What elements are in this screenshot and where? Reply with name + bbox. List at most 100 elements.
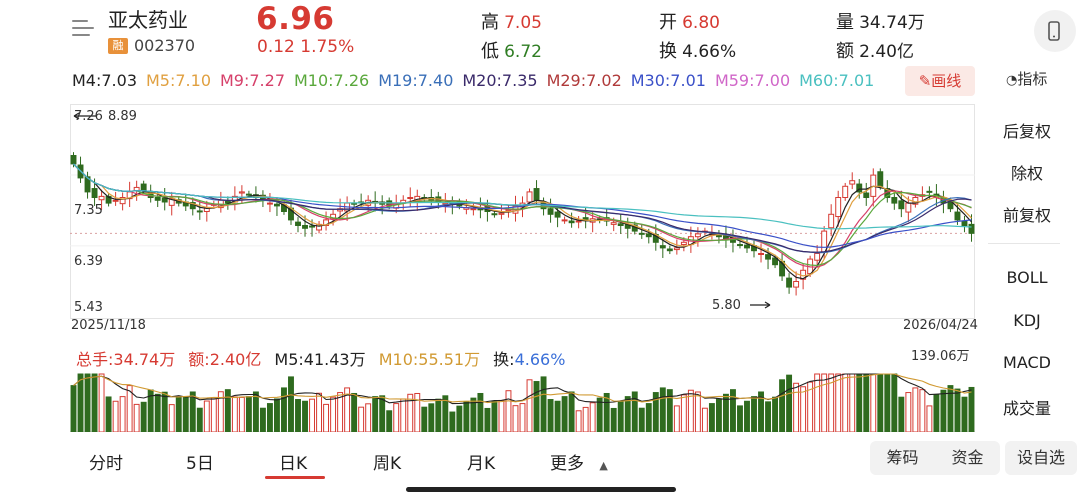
volume-bar — [961, 396, 968, 432]
volume-bar — [603, 392, 610, 432]
right-item-back-adjust[interactable]: 后复权 — [1002, 122, 1051, 141]
tab-more[interactable]: 更多 ▲ — [550, 449, 608, 474]
volume-bar — [498, 399, 505, 432]
volume-bar — [421, 406, 428, 432]
right-item-kdj[interactable]: KDJ — [1013, 311, 1041, 330]
volume-bar — [238, 396, 245, 432]
candle-body — [547, 208, 554, 215]
tab-monthly-k[interactable]: 月K — [467, 454, 496, 474]
volume-bar — [954, 388, 961, 432]
high-marker-label: 8.89 — [108, 109, 137, 124]
vol-m10: M10:55.51万 — [378, 350, 481, 369]
volume-bar — [512, 405, 519, 432]
stock-code: 002370 — [134, 36, 196, 55]
volume-bar — [442, 395, 449, 432]
candle-body — [119, 197, 126, 205]
volume-bar — [912, 387, 919, 432]
right-item-no-adjust[interactable]: 除权 — [1010, 164, 1043, 183]
volume-bar — [800, 386, 807, 432]
kline-chart[interactable] — [70, 104, 975, 319]
volume-bar — [905, 392, 912, 432]
volume-bar — [708, 403, 715, 432]
volume-bar — [84, 373, 91, 432]
volume-ma-line — [73, 373, 972, 404]
candle-body — [737, 244, 743, 247]
ma-legend-item: M20:7.35 — [462, 71, 538, 90]
volume-bar — [561, 396, 568, 432]
candle-body — [744, 244, 750, 249]
vol-amount: 额:2.40亿 — [188, 350, 262, 369]
chips-button[interactable]: 筹码 — [886, 448, 919, 467]
ma-line — [73, 163, 972, 277]
volume-bar — [624, 396, 631, 432]
candle-body — [758, 252, 764, 255]
caret-up-icon: ▲ — [599, 459, 608, 472]
volume-bar — [435, 398, 442, 432]
vol-m5: M5:41.43万 — [274, 350, 366, 369]
amount-value: 2.40亿 — [859, 42, 914, 62]
fund-button[interactable]: 资金 — [951, 448, 984, 467]
candle-body — [961, 220, 968, 226]
volume-chart[interactable] — [70, 370, 975, 432]
tab-intraday[interactable]: 分时 — [89, 454, 123, 474]
volume-bar — [828, 373, 835, 432]
volume-bar — [884, 373, 891, 432]
landscape-toggle-button[interactable] — [1034, 10, 1076, 52]
volume-bar — [470, 397, 477, 432]
volume-bar — [477, 392, 484, 432]
turnover-quote: 换 4.66% — [659, 37, 736, 63]
candle-body — [891, 197, 898, 204]
gauge-icon: ◔ — [1006, 73, 1018, 88]
candle-body — [835, 197, 842, 218]
candle-body — [168, 198, 175, 206]
tab-weekly-k[interactable]: 周K — [373, 454, 402, 474]
candle-body — [765, 254, 771, 260]
right-item-macd[interactable]: MACD — [1003, 353, 1051, 372]
volume-bar — [295, 399, 301, 432]
add-watchlist-button[interactable]: 设自选 — [1005, 441, 1077, 475]
ma-legend-item: M59:7.00 — [714, 71, 791, 90]
ma-legend-item: M19:7.40 — [378, 71, 454, 90]
candle-body — [954, 211, 961, 221]
volume-bar — [105, 396, 112, 432]
turnover-label: 换 — [659, 41, 677, 62]
right-item-volume[interactable]: 成交量 — [1002, 399, 1051, 418]
menu-icon[interactable] — [72, 18, 94, 38]
volume-bar — [933, 394, 940, 432]
volume-bar — [266, 403, 273, 432]
candle-body — [793, 280, 800, 288]
ma-legend: M4:7.03 M5:7.10 M9:7.27 M10:7.26 M19:7.40 M20… — [72, 71, 883, 91]
candle-body — [638, 232, 645, 235]
volume-bar — [168, 404, 175, 432]
phone-icon — [1048, 21, 1060, 41]
tab-5day[interactable]: 5日 — [186, 454, 214, 474]
volume-bar — [526, 379, 533, 432]
candle-body — [491, 213, 498, 216]
volume-bar — [715, 398, 722, 432]
tab-daily-k[interactable]: 日K — [279, 454, 308, 474]
volume-bar — [835, 373, 842, 432]
right-item-boll[interactable]: BOLL — [1006, 268, 1048, 287]
indicator-button[interactable]: ◔指标 — [1006, 68, 1047, 89]
volume-label: 量 — [836, 12, 854, 33]
volume-quote: 量 34.74万 — [836, 8, 925, 34]
volume-bar — [175, 396, 182, 432]
start-date: 2025/11/18 — [71, 318, 146, 333]
volume-bar — [540, 376, 547, 432]
candle-body — [786, 277, 793, 288]
candle-body — [968, 223, 975, 234]
volume-bar — [252, 391, 259, 432]
vol-total: 总手:34.74万 — [76, 350, 176, 369]
candle-body — [154, 197, 161, 201]
candle-body — [856, 183, 863, 193]
ma-legend-item: M10:7.26 — [294, 71, 370, 90]
active-tab-indicator — [265, 476, 325, 479]
volume-bar — [891, 373, 898, 432]
draw-line-button[interactable]: ✎画线 — [905, 66, 975, 96]
right-item-forward-adjust[interactable]: 前复权 — [1002, 206, 1051, 225]
volume-bar — [70, 385, 77, 432]
volume-bar — [400, 398, 407, 432]
open-label: 开 — [659, 12, 677, 33]
candle-body — [849, 180, 856, 185]
vol-turnover-label: 换: — [493, 350, 515, 369]
